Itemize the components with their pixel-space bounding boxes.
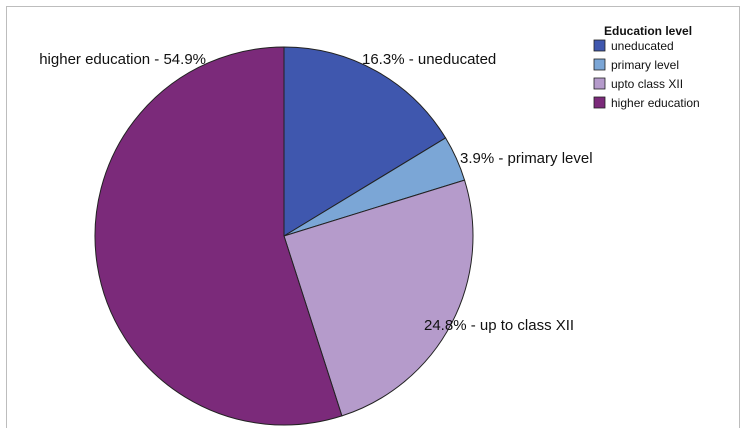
slice-label-uneducated: 16.3% - uneducated xyxy=(362,51,496,68)
slice-label-primary-level: 3.9% - primary level xyxy=(460,150,593,167)
pie-slice-upto-class-xii xyxy=(283,179,474,417)
legend-label-uneducated: uneducated xyxy=(611,39,674,53)
legend-swatch-uneducated xyxy=(593,39,606,52)
slice-label-upto-class-xii: 24.8% - up to class XII xyxy=(424,317,574,334)
legend-items: uneducated primary level upto class XII hig… xyxy=(593,39,700,110)
legend-swatch-primary-level xyxy=(593,58,606,71)
legend-swatch-higher-education xyxy=(593,96,606,109)
pie-slice-uneducated xyxy=(283,46,447,237)
legend-swatch-upto-class-xii xyxy=(593,77,606,90)
legend-label-higher-education: higher education xyxy=(611,96,700,110)
legend-label-upto-class-xii: upto class XII xyxy=(611,77,683,91)
pie-slices xyxy=(94,46,474,426)
pie-slice-higher-education xyxy=(94,46,343,426)
slice-label-higher-education: higher education - 54.9% xyxy=(39,51,206,68)
legend-title: Education level xyxy=(604,24,692,38)
slice-labels: 16.3% - uneducated 3.9% - primary level 24… xyxy=(39,51,592,334)
legend-label-primary-level: primary level xyxy=(611,58,679,72)
